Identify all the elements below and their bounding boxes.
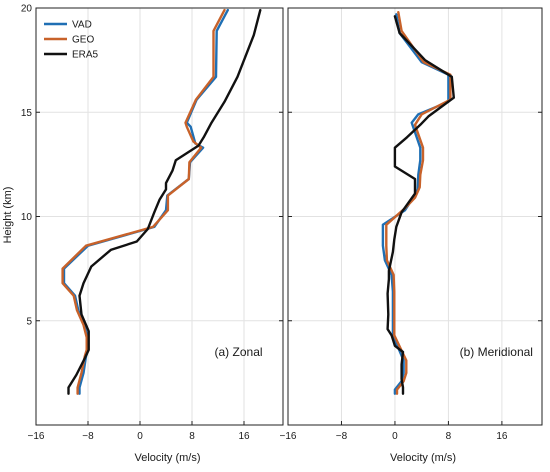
panel-2-xtick-label: −16	[280, 431, 297, 442]
panel-1-xtick-label: −8	[82, 431, 94, 442]
panel-2-annotation: (b) Meridional	[460, 345, 533, 359]
ytick-label: 5	[26, 316, 32, 327]
panel-1-xtick-label: 0	[137, 431, 143, 442]
panel-2-xtick-label: 8	[446, 431, 452, 442]
panel-2-series-geo	[385, 10, 452, 395]
ytick-label: 10	[21, 212, 33, 223]
panel-1-xtick-label: 8	[189, 431, 195, 442]
ytick-label: 20	[21, 4, 33, 15]
panel-2-xtick-label: 0	[392, 431, 398, 442]
panel-1-xtick-label: 16	[238, 431, 250, 442]
panel-2-xtick-label: −8	[336, 431, 348, 442]
panel-2-x-axis-label: Velocity (m/s)	[390, 452, 456, 464]
legend-label-era5: ERA5	[72, 50, 99, 61]
panel-1-xtick-label: −16	[28, 431, 45, 442]
legend: VAD GEO ERA5	[44, 20, 99, 61]
y-axis-label: Height (km)	[2, 187, 14, 244]
panel-2-xtick-label: 16	[496, 431, 508, 442]
ytick-label: 15	[21, 108, 33, 119]
panel-meridional: −16 −8 0 8 16 Velocity (m/s) (b) Meridional	[280, 7, 543, 464]
panel-1-annotation: (a) Zonal	[215, 345, 263, 359]
panel-2-series-era5	[386, 15, 455, 395]
panel-1-series-era5	[67, 8, 262, 395]
panel-1-x-axis-label: Velocity (m/s)	[134, 452, 200, 464]
panel-1-series-geo	[61, 8, 226, 395]
legend-label-geo: GEO	[72, 35, 94, 46]
legend-label-vad: VAD	[72, 20, 92, 31]
panel-zonal: −16 −8 0 8 16 5 10 15 20 Velocity (m/s) (a) Zonal	[21, 4, 284, 464]
